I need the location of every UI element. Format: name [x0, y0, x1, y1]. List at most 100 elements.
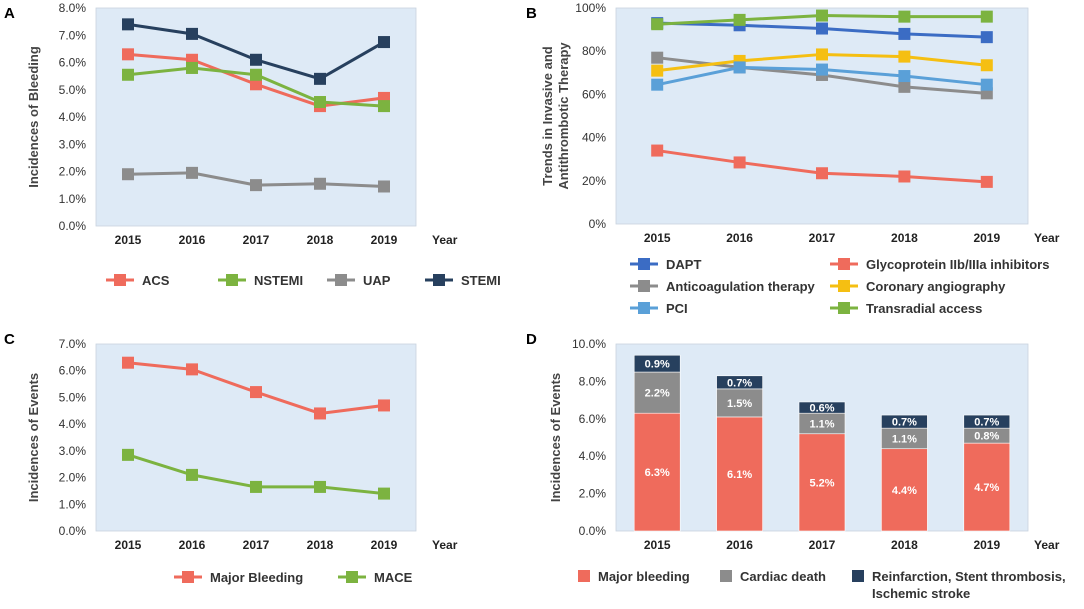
data-point	[980, 31, 993, 44]
data-point	[314, 96, 326, 109]
y-tick-label: 2.0%	[579, 487, 607, 501]
panel-letter-a: A	[4, 5, 15, 22]
data-point	[122, 356, 134, 369]
bar-segment	[633, 412, 681, 532]
y-tick-label: 100%	[575, 1, 606, 15]
y-tick-label: 0.0%	[579, 524, 607, 538]
y-tick-label: 80%	[582, 44, 606, 58]
y-tick-label: 2.0%	[59, 471, 87, 485]
y-tick-label: 0%	[589, 217, 607, 231]
data-point	[733, 13, 746, 26]
bar-value-label: 6.3%	[645, 467, 670, 479]
legend-marker	[720, 570, 732, 582]
data-point	[816, 9, 828, 22]
bar-value-label: 4.7%	[974, 482, 999, 494]
data-point	[122, 68, 134, 81]
x-tick-label: 2015	[644, 538, 671, 552]
legend-marker	[638, 280, 650, 292]
legend-marker	[433, 274, 445, 286]
legend-marker	[838, 258, 850, 270]
bar-value-label: 0.7%	[892, 417, 917, 429]
data-point	[651, 144, 664, 157]
data-point	[250, 179, 262, 192]
legend-label: Cardiac death	[740, 569, 826, 584]
legend-label-line: Ischemic stroke	[872, 586, 970, 601]
x-tick-label: 2018	[891, 231, 918, 245]
legend-label: MACE	[374, 570, 413, 585]
data-point	[314, 480, 326, 493]
bar-value-label: 0.9%	[645, 359, 670, 371]
data-point	[250, 68, 262, 81]
bar-value-label: 4.4%	[892, 485, 917, 497]
y-tick-label: 20%	[582, 174, 606, 188]
legend-label: NSTEMI	[254, 273, 303, 288]
legend-label: Major bleeding	[598, 569, 690, 584]
y-tick-label: 5.0%	[59, 390, 87, 404]
x-tick-label: 2015	[644, 231, 671, 245]
y-axis-title: Trends in Invasive andAntithrombotic The…	[540, 42, 571, 190]
legend-label: Major Bleeding	[210, 570, 303, 585]
data-point	[186, 468, 198, 481]
panel-c: C 0.0% 1.0% 2.0% 3.0% 4.0% 5.0% 6.0% 7.0% 2015 201…	[4, 331, 458, 585]
legend-marker	[114, 274, 126, 286]
panel-b: B 0% 20% 40% 60% 80% 100% 2015 2016 2017 2018 2019 Y…	[526, 1, 1060, 316]
bar-segment	[798, 433, 846, 532]
data-point	[186, 166, 198, 179]
x-tick-label: 2016	[179, 233, 206, 247]
y-tick-label: 8.0%	[59, 1, 87, 15]
data-point	[980, 175, 993, 188]
data-point	[186, 363, 198, 376]
bar-value-label: 0.7%	[727, 377, 752, 389]
data-point	[250, 53, 262, 66]
bar-value-label: 1.1%	[892, 433, 917, 445]
bar-value-label: 1.1%	[809, 418, 834, 430]
y-tick-label: 4.0%	[59, 110, 87, 124]
x-axis-title: Year	[432, 538, 458, 552]
data-point	[898, 27, 911, 40]
data-point	[651, 18, 664, 31]
data-point	[651, 51, 664, 64]
bar-segment	[963, 414, 1011, 429]
y-tick-label: 5.0%	[59, 83, 87, 97]
y-tick-label: 4.0%	[579, 449, 607, 463]
data-point	[651, 78, 664, 91]
data-point	[250, 386, 262, 399]
x-tick-label: 2017	[243, 233, 270, 247]
bar-value-label: 1.5%	[727, 398, 752, 410]
data-point	[733, 156, 746, 169]
data-point	[898, 80, 911, 93]
data-point	[186, 27, 198, 40]
data-point	[980, 78, 993, 91]
y-axis-title-line: Trends in Invasive and	[540, 46, 555, 185]
bar-segment	[633, 354, 681, 373]
bar-segment	[633, 371, 681, 414]
x-tick-label: 2017	[809, 231, 836, 245]
data-point	[378, 100, 390, 113]
legend-marker	[226, 274, 238, 286]
legend-label: Glycoprotein IIb/IIIa inhibitors	[866, 257, 1049, 272]
legend-label: Coronary angiography	[866, 279, 1006, 294]
data-point	[898, 50, 911, 63]
y-tick-label: 7.0%	[59, 337, 87, 351]
data-point	[980, 59, 993, 72]
bar-segment	[798, 401, 846, 414]
y-tick-label: 3.0%	[59, 137, 87, 151]
legend-label: Reinfarction, Stent thrombosis, Ischemic …	[872, 569, 1066, 601]
data-point	[378, 36, 390, 49]
x-axis-title: Year	[1034, 538, 1060, 552]
panel-letter-c: C	[4, 331, 15, 348]
x-tick-label: 2017	[809, 538, 836, 552]
legend-marker	[638, 302, 650, 314]
y-tick-label: 60%	[582, 87, 606, 101]
data-point	[816, 48, 828, 61]
bar-value-label: 5.2%	[809, 477, 834, 489]
x-tick-label: 2018	[891, 538, 918, 552]
x-axis-title: Year	[432, 233, 458, 247]
y-tick-label: 1.0%	[59, 192, 87, 206]
legend-marker	[335, 274, 347, 286]
data-point	[122, 448, 134, 461]
data-point	[314, 407, 326, 420]
data-point	[980, 10, 993, 23]
bar-segment	[716, 416, 763, 532]
